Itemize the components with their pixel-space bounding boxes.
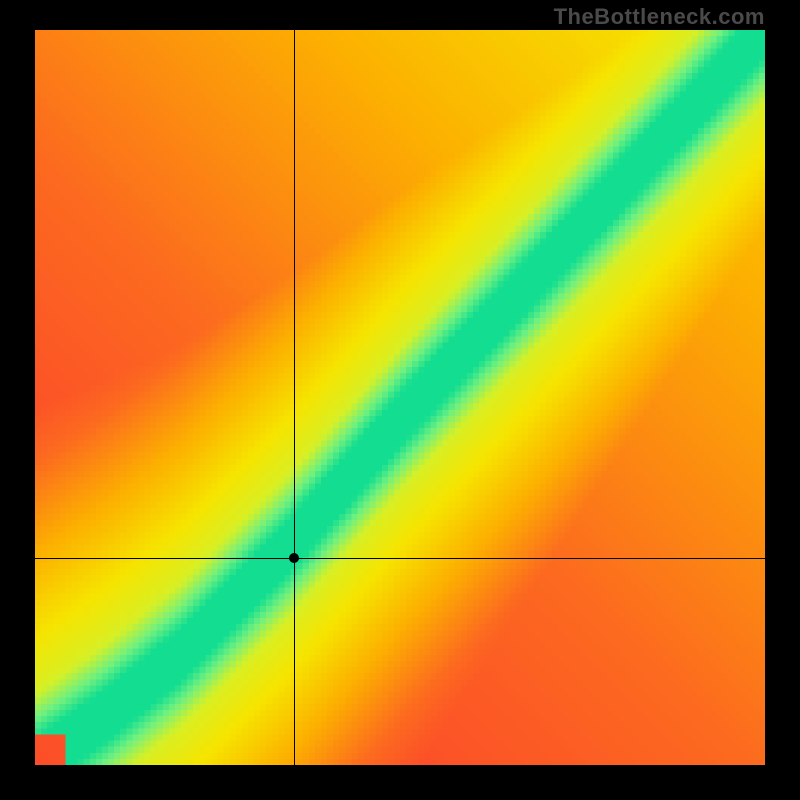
heatmap-canvas	[35, 30, 765, 765]
crosshair-vertical	[294, 30, 295, 765]
crosshair-marker	[289, 553, 299, 563]
crosshair-horizontal	[35, 558, 765, 559]
watermark-text: TheBottleneck.com	[554, 4, 765, 30]
heatmap-plot	[35, 30, 765, 765]
outer-frame: TheBottleneck.com	[0, 0, 800, 800]
